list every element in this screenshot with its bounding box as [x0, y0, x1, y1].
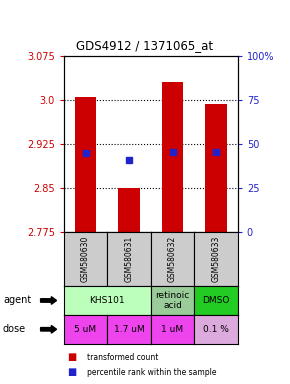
Text: GSM580633: GSM580633	[211, 236, 221, 282]
Text: DMSO: DMSO	[202, 296, 230, 305]
Text: transformed count: transformed count	[87, 353, 158, 362]
Text: KHS101: KHS101	[90, 296, 125, 305]
Text: agent: agent	[3, 295, 31, 306]
Bar	[162, 81, 183, 232]
Text: ■: ■	[67, 352, 76, 362]
Text: 0.1 %: 0.1 %	[203, 325, 229, 334]
Bar	[75, 97, 96, 232]
Text: GSM580632: GSM580632	[168, 236, 177, 282]
Text: 5 uM: 5 uM	[75, 325, 97, 334]
Text: GDS4912 / 1371065_at: GDS4912 / 1371065_at	[77, 39, 213, 52]
Text: 1.7 uM: 1.7 uM	[114, 325, 144, 334]
Text: 1 uM: 1 uM	[162, 325, 184, 334]
Bar	[205, 104, 227, 232]
Text: dose: dose	[3, 324, 26, 334]
Text: GSM580631: GSM580631	[124, 236, 134, 282]
Text: ■: ■	[67, 367, 76, 377]
Text: percentile rank within the sample: percentile rank within the sample	[87, 368, 217, 377]
Bar	[118, 187, 140, 232]
Text: GSM580630: GSM580630	[81, 236, 90, 282]
Text: retinoic
acid: retinoic acid	[155, 291, 190, 310]
